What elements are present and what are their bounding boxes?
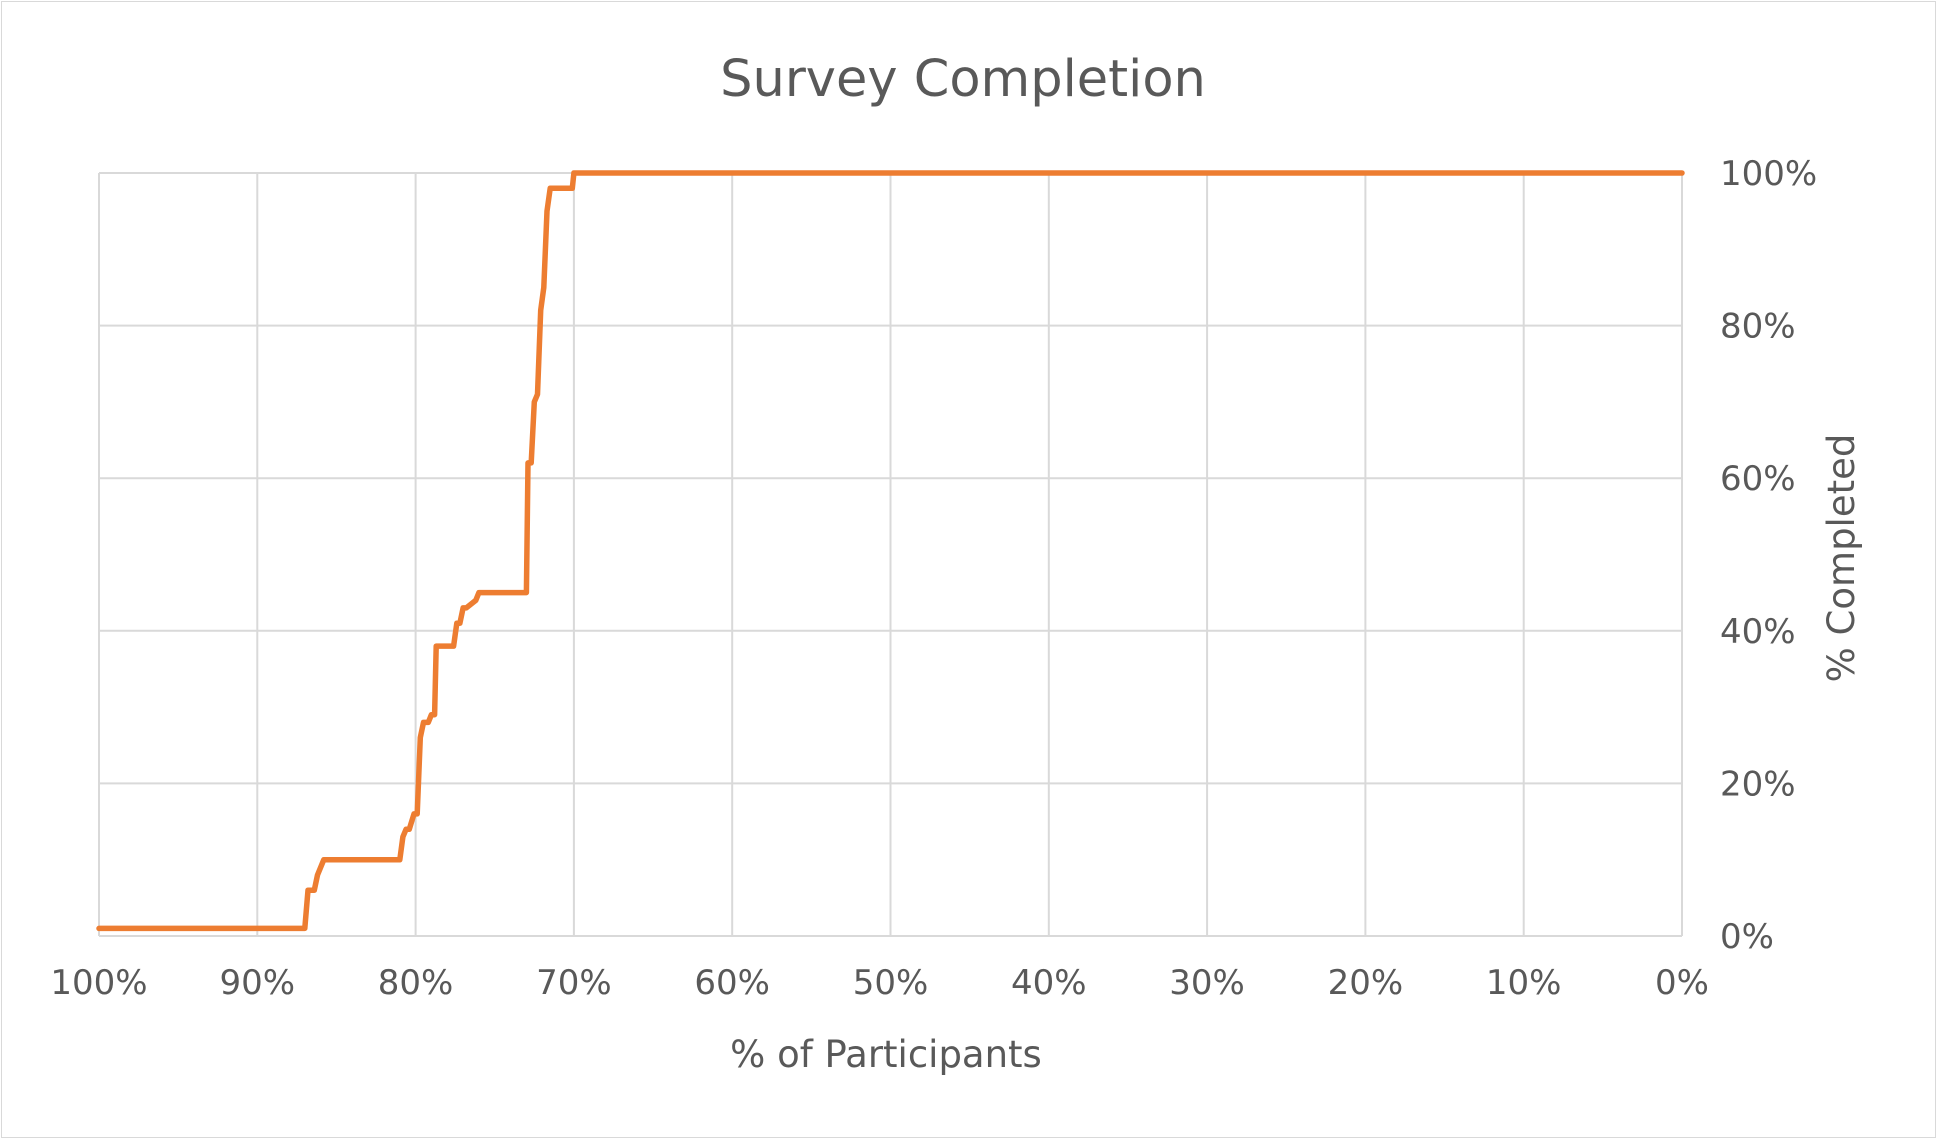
x-tick-label: 20% [1328,963,1404,1003]
x-tick-label: 100% [50,963,147,1003]
grid-lines [98,172,1683,937]
x-tick-label: 0% [1655,963,1709,1003]
x-tick-label: 70% [536,963,612,1003]
chart-title: Survey Completion [720,50,1206,109]
x-tick-label: 60% [694,963,770,1003]
x-tick-label: 80% [378,963,454,1003]
x-tick-label: 10% [1486,963,1562,1003]
series-layer [96,170,1685,932]
y-tick-label: 100% [1720,154,1817,194]
y-tick-labels: 0% 20% 40% 60% 80% 100% [1720,154,1817,957]
y-tick-label: 40% [1720,612,1796,652]
x-axis-label: % of Participants [730,1033,1042,1076]
x-tick-label: 50% [853,963,929,1003]
y-tick-label: 80% [1720,307,1796,347]
y-tick-label: 60% [1720,459,1796,499]
y-axis-label: % Completed [1820,434,1863,683]
y-tick-label: 20% [1720,764,1796,804]
x-tick-labels: 100% 90% 80% 70% 60% 50% 40% 30% 20% 10% 0% [50,963,1709,1003]
x-tick-label: 90% [220,963,296,1003]
x-tick-label: 30% [1169,963,1245,1003]
x-tick-label: 40% [1011,963,1087,1003]
completion-line [96,170,1685,932]
y-tick-label: 0% [1720,917,1774,957]
